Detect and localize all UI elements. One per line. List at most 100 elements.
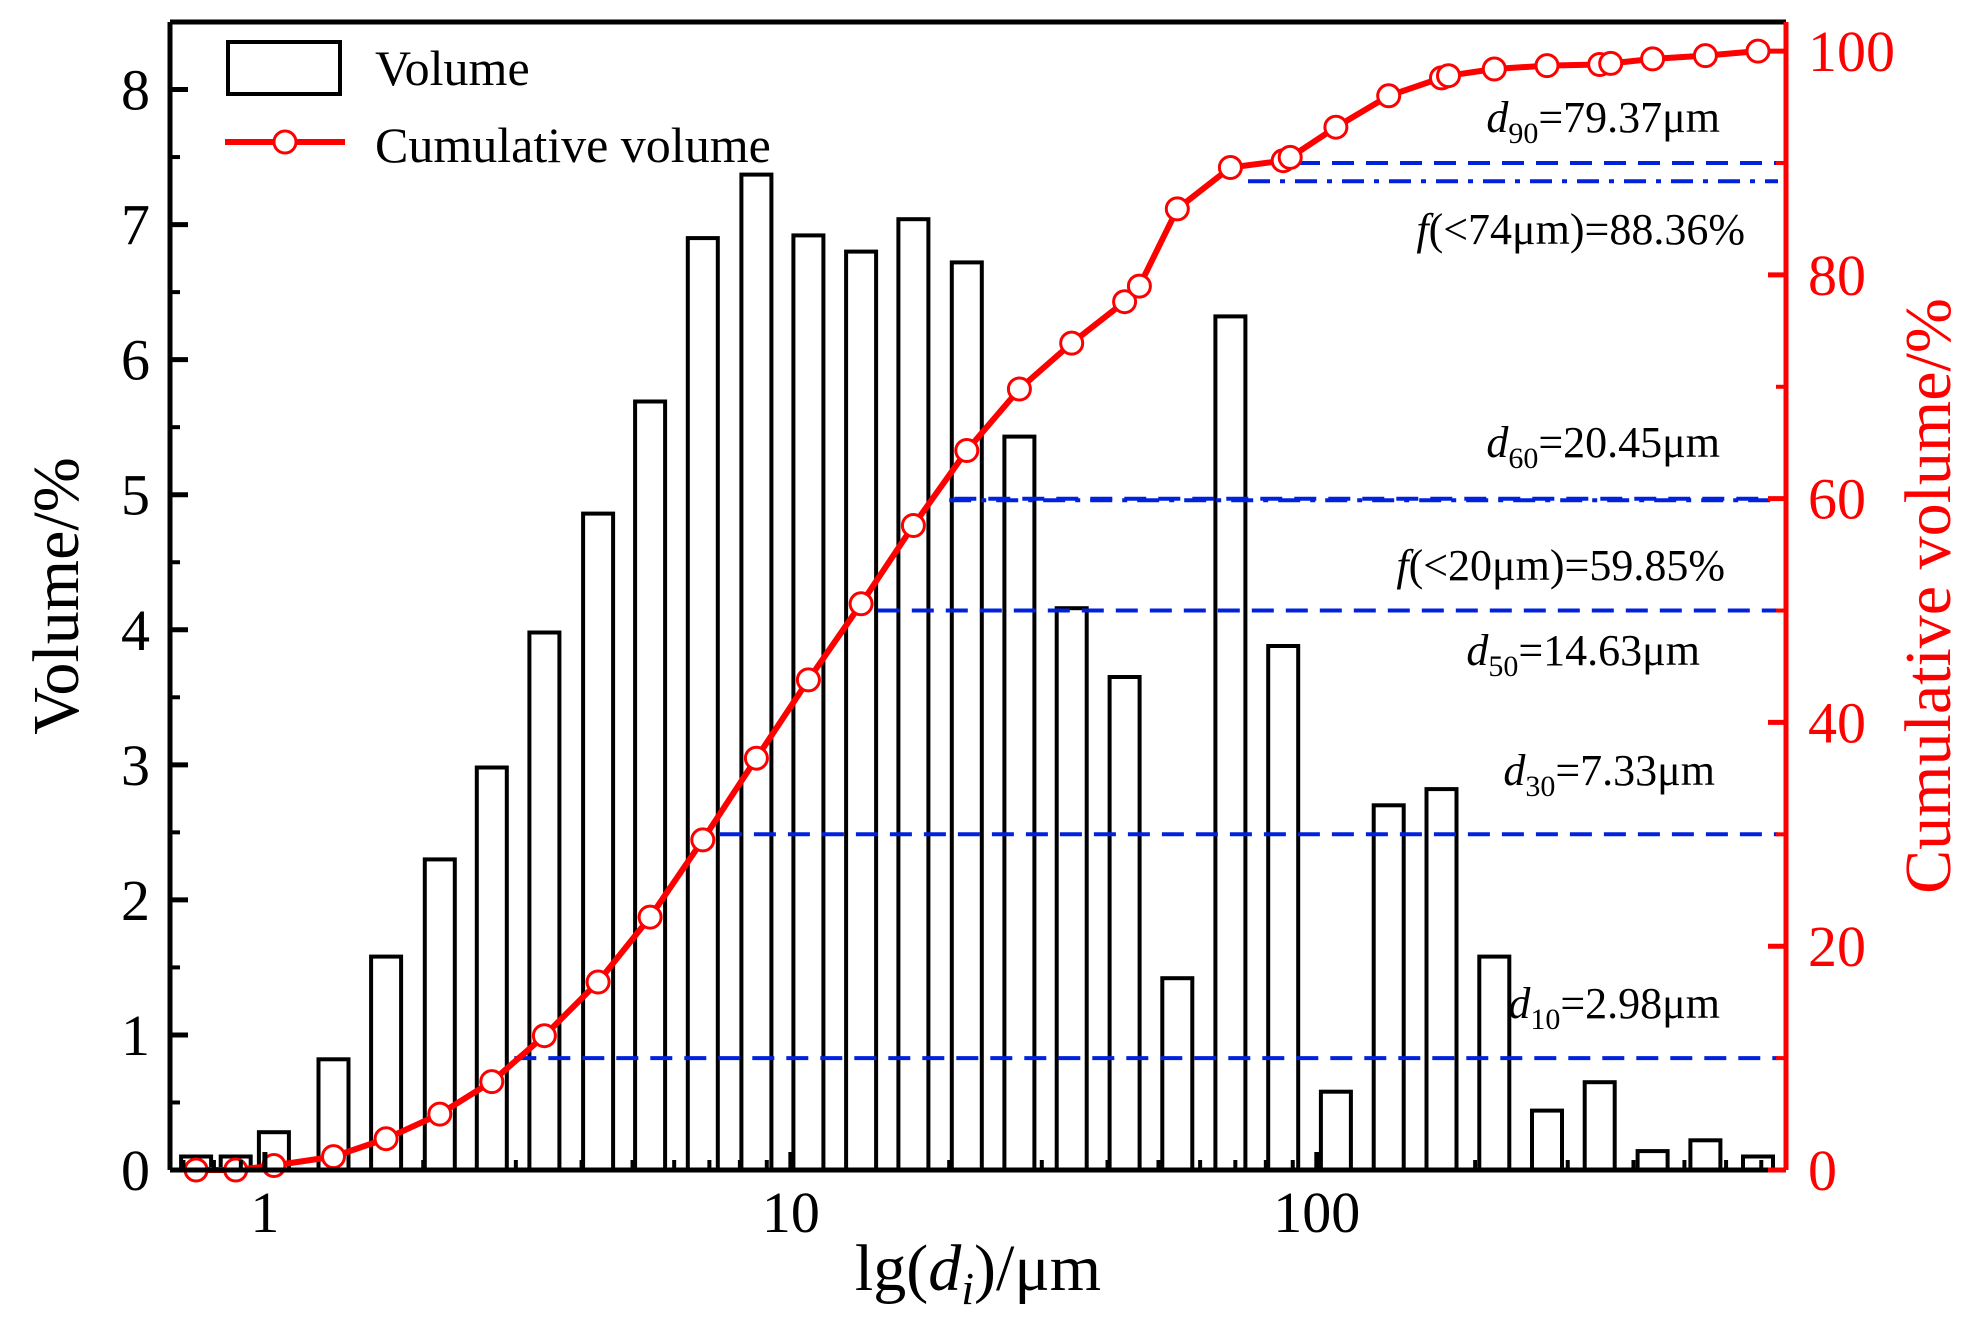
- volume-bar: [1688, 1138, 1723, 1173]
- volume-bar: [1213, 314, 1248, 1172]
- cumulative-point: [690, 827, 716, 853]
- cumulative-point: [743, 745, 769, 771]
- cumulative-point: [1534, 53, 1560, 79]
- annotation-d10-sub: 10: [1530, 1003, 1560, 1036]
- y-left-tick-label: 6: [121, 328, 150, 393]
- volume-bar: [1635, 1149, 1670, 1172]
- cumulative-point: [1006, 376, 1032, 402]
- cumulative-point: [1277, 144, 1303, 170]
- volume-bar: [1371, 803, 1406, 1172]
- cumulative-point: [1126, 273, 1152, 299]
- annotation-d60-sub: 60: [1508, 442, 1538, 475]
- cumulative-point: [848, 591, 874, 617]
- annotation-d10-text: =2.98μm: [1560, 979, 1720, 1028]
- annotation-d60-text: =20.45μm: [1538, 418, 1720, 467]
- cumulative-point: [1323, 114, 1349, 140]
- volume-bar: [1530, 1108, 1564, 1172]
- reference-lines: [514, 161, 1778, 1061]
- annotation-d10-var: d: [1508, 979, 1531, 1028]
- annotation-d50-text: =14.63μm: [1518, 626, 1700, 675]
- volume-bar: [1266, 644, 1301, 1172]
- cumulative-point: [1692, 43, 1718, 69]
- y-axis-left-title: Volume/%: [20, 457, 93, 734]
- y-left-tick-label: 2: [121, 868, 150, 933]
- cumulative-point: [900, 513, 926, 538]
- y-left-tick-label: 4: [121, 598, 150, 663]
- y-right-tick-label: 80: [1808, 243, 1866, 308]
- volume-bar: [1107, 675, 1142, 1172]
- volume-bar: [527, 630, 562, 1172]
- volume-bar: [1582, 1080, 1617, 1172]
- volume-bar: [844, 249, 879, 1173]
- cumulative-point: [637, 904, 663, 930]
- cumulative-point: [1640, 46, 1666, 72]
- annotation-f20-text: (<20μm)=59.85%: [1409, 541, 1725, 590]
- cumulative-point: [1745, 38, 1771, 64]
- legend-cumulative-label: Cumulative volume: [375, 117, 771, 173]
- cumulative-point: [1059, 330, 1085, 356]
- y-left-tick-label: 0: [121, 1138, 150, 1203]
- y-left-tick-label: 7: [121, 193, 150, 258]
- x-tick-label: 10: [762, 1180, 820, 1245]
- y-right-tick-label: 100: [1808, 19, 1895, 84]
- volume-bar: [1318, 1089, 1353, 1172]
- volume-bar: [633, 399, 668, 1172]
- annotation-d90: d90=79.37μm: [1486, 93, 1720, 150]
- annotation-d90-sub: 90: [1508, 117, 1538, 150]
- legend-cumulative-marker: [272, 129, 298, 155]
- cumulative-point: [1481, 56, 1507, 82]
- annotation-f20: f(<20μm)=59.85%: [1396, 541, 1725, 590]
- cumulative-point: [531, 1023, 557, 1049]
- x-axis-title-prefix: lg(: [855, 1232, 928, 1305]
- annotation-d10: d10=2.98μm: [1508, 979, 1720, 1036]
- cumulative-point: [954, 438, 980, 463]
- cumulative-point: [795, 667, 821, 693]
- volume-bar: [949, 260, 984, 1172]
- y-right-tick-label: 60: [1808, 467, 1866, 532]
- cumulative-point: [585, 969, 611, 995]
- x-tick-label: 100: [1273, 1180, 1360, 1245]
- annotation-d90-text: =79.37μm: [1538, 93, 1720, 142]
- cumulative-point: [1436, 63, 1461, 89]
- y-left-tick-label: 8: [121, 58, 150, 123]
- y-left-tick-label: 3: [121, 733, 150, 798]
- x-axis-title-var: d: [928, 1232, 962, 1305]
- cumulative-point: [427, 1101, 453, 1127]
- annotation-d60-var: d: [1486, 418, 1509, 467]
- axes: [167, 19, 1789, 1173]
- volume-bar: [1477, 954, 1512, 1172]
- cumulative-point: [479, 1069, 505, 1095]
- volume-bar: [1054, 606, 1089, 1172]
- volume-bars: [179, 172, 1775, 1173]
- x-axis-title-suffix: )/μm: [974, 1232, 1101, 1305]
- annotations: d90=79.37μm f(<74μm)=88.36% d60=20.45μm …: [1396, 93, 1745, 1036]
- volume-bar: [685, 236, 720, 1173]
- annotation-d50-var: d: [1466, 626, 1489, 675]
- cumulative-point: [1217, 155, 1243, 180]
- volume-bar: [1160, 976, 1195, 1173]
- annotation-d30-var: d: [1503, 746, 1526, 795]
- volume-bar: [791, 233, 826, 1172]
- x-axis-title: lg(di)/μm: [855, 1232, 1101, 1314]
- cumulative-point: [1112, 289, 1138, 315]
- annotation-d50-sub: 50: [1488, 650, 1518, 683]
- annotation-f74-text: (<74μm)=88.36%: [1429, 205, 1745, 254]
- cumulative-point: [1164, 196, 1190, 222]
- cumulative-point: [373, 1126, 399, 1152]
- annotation-d30-sub: 30: [1525, 770, 1555, 803]
- y-right-tick-label: 40: [1808, 690, 1866, 755]
- x-axis-title-sub: i: [961, 1263, 974, 1314]
- y-right-tick-label: 0: [1808, 1138, 1837, 1203]
- annotation-d50: d50=14.63μm: [1466, 626, 1700, 683]
- y-left-tick-label: 5: [121, 463, 150, 528]
- legend-volume-swatch: [226, 40, 342, 96]
- volume-bar: [739, 172, 774, 1173]
- cumulative-curve: [183, 38, 1771, 1183]
- cumulative-point: [1598, 50, 1624, 76]
- volume-bar: [896, 217, 931, 1172]
- annotation-d60: d60=20.45μm: [1486, 418, 1720, 475]
- x-tick-label: 1: [250, 1180, 279, 1245]
- cumulative-point: [1376, 83, 1402, 109]
